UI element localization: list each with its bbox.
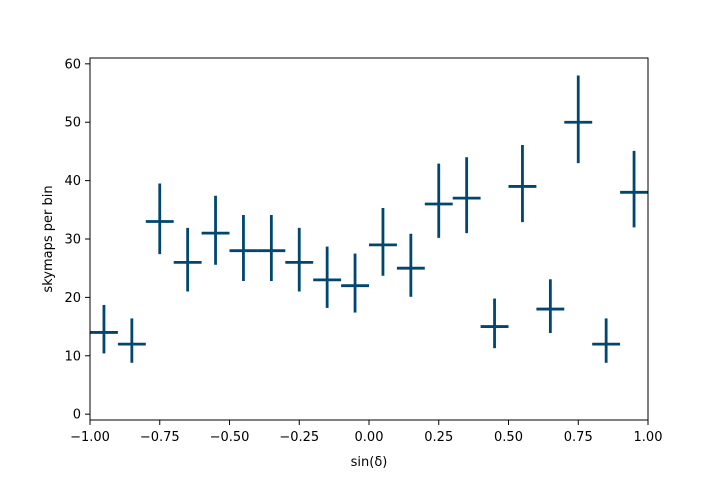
x-tick-label: −0.75	[140, 430, 180, 445]
x-tick-label: 0.50	[494, 430, 523, 445]
y-tick-label: 30	[64, 233, 81, 248]
x-tick-label: −0.50	[210, 430, 250, 445]
data-point	[117, 318, 146, 363]
y-axis: 0 10 20 30 40 50 60	[64, 57, 90, 423]
y-tick-label: 60	[64, 57, 81, 72]
y-tick-label: 0	[73, 408, 81, 423]
y-tick-label: 20	[64, 291, 81, 306]
data-point	[396, 233, 425, 297]
data-point	[592, 318, 621, 363]
data-point	[341, 253, 369, 313]
x-tick-label: 0.25	[424, 430, 453, 445]
data-marks	[90, 75, 648, 363]
data-point	[536, 279, 565, 334]
data-point	[424, 163, 453, 238]
x-axis-label: sin(δ)	[351, 455, 388, 470]
y-tick-label: 10	[64, 349, 81, 364]
data-point	[369, 208, 397, 276]
y-axis-label: skymaps per bin	[41, 185, 56, 292]
data-point	[173, 227, 202, 292]
data-point	[564, 75, 593, 164]
data-point	[201, 195, 230, 265]
data-point	[145, 183, 174, 255]
data-point	[229, 215, 258, 282]
data-point	[452, 157, 481, 234]
x-tick-label: 1.00	[634, 430, 663, 445]
y-tick-label: 40	[64, 174, 81, 189]
x-tick-label: −0.25	[279, 430, 319, 445]
data-point	[285, 227, 314, 292]
data-point	[480, 298, 509, 349]
x-tick-label: −1.00	[70, 430, 110, 445]
y-tick-label: 50	[64, 116, 81, 131]
data-point	[620, 150, 648, 228]
data-point	[257, 215, 286, 282]
plot-frame	[89, 57, 649, 421]
x-tick-label: 0.75	[564, 430, 593, 445]
x-tick-label: 0.00	[355, 430, 384, 445]
x-axis: −1.00 −0.75 −0.50 −0.25 0.00 0.25 0.50 0.75 1.00	[70, 420, 662, 445]
data-point	[313, 246, 342, 308]
data-point	[90, 304, 118, 354]
data-point	[508, 144, 537, 223]
